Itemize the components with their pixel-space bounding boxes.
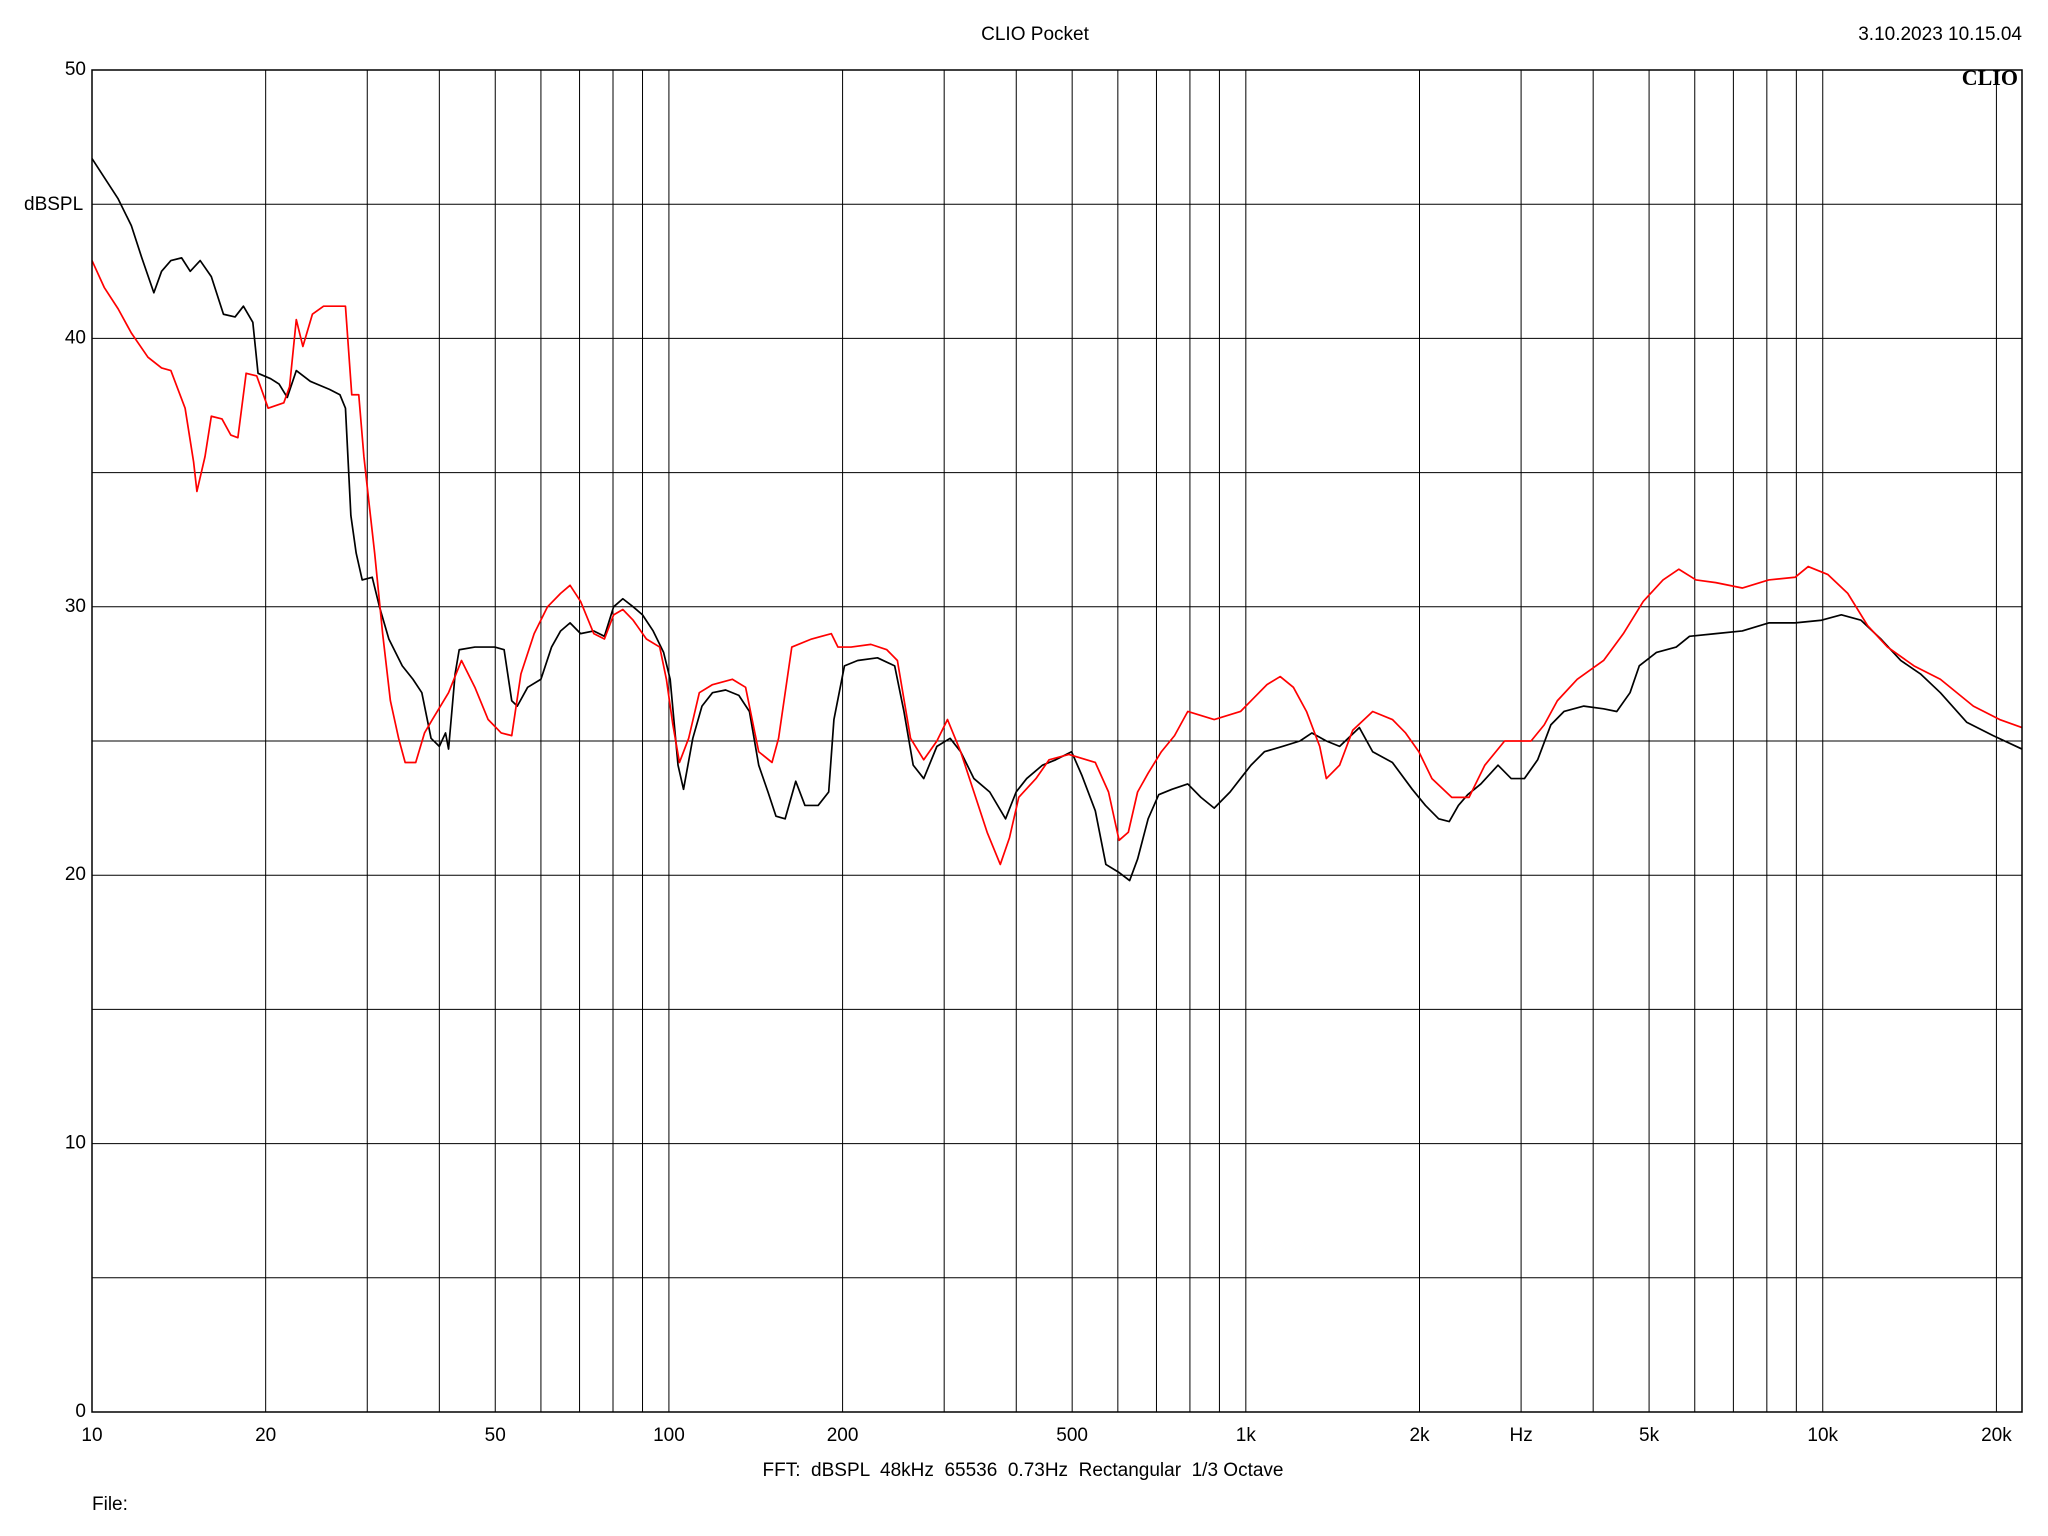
y-tick-label: 0 bbox=[75, 1401, 86, 1422]
file-label: File: bbox=[92, 1494, 128, 1515]
x-tick-label: 500 bbox=[1056, 1425, 1088, 1446]
plot-frame bbox=[91, 69, 2023, 1413]
series-line bbox=[91, 158, 2023, 882]
chart-title: CLIO Pocket bbox=[981, 24, 1089, 45]
y-tick-label: 50 bbox=[65, 59, 86, 80]
x-tick-label: 10k bbox=[1807, 1425, 1838, 1446]
x-tick-label: 20 bbox=[255, 1425, 276, 1446]
plot-lines bbox=[91, 158, 2023, 882]
x-tick-label: Hz bbox=[1509, 1425, 1532, 1446]
footer: FFT: dBSPL 48kHz 65536 0.73Hz Rectangula… bbox=[762, 1460, 1283, 1481]
timestamp: 3.10.2023 10.15.04 bbox=[1858, 24, 2022, 45]
x-tick-label: 200 bbox=[827, 1425, 859, 1446]
y-tick-label: 40 bbox=[65, 327, 86, 348]
y-axis-label: dBSPL bbox=[24, 194, 83, 215]
series-line bbox=[91, 260, 2023, 866]
y-tick-label: 20 bbox=[65, 864, 86, 885]
x-tick-label: 10 bbox=[81, 1425, 102, 1446]
x-tick-label: 2k bbox=[1409, 1425, 1430, 1446]
x-tick-label: 100 bbox=[653, 1425, 685, 1446]
x-tick-label: 50 bbox=[485, 1425, 506, 1446]
x-tick-label: 20k bbox=[1981, 1425, 2012, 1446]
x-tick-label: 5k bbox=[1639, 1425, 1660, 1446]
logo: CLIO bbox=[1962, 65, 2018, 90]
y-tick-label: 10 bbox=[65, 1133, 86, 1154]
x-tick-label: 1k bbox=[1236, 1425, 1257, 1446]
y-tick-label: 30 bbox=[65, 596, 86, 617]
